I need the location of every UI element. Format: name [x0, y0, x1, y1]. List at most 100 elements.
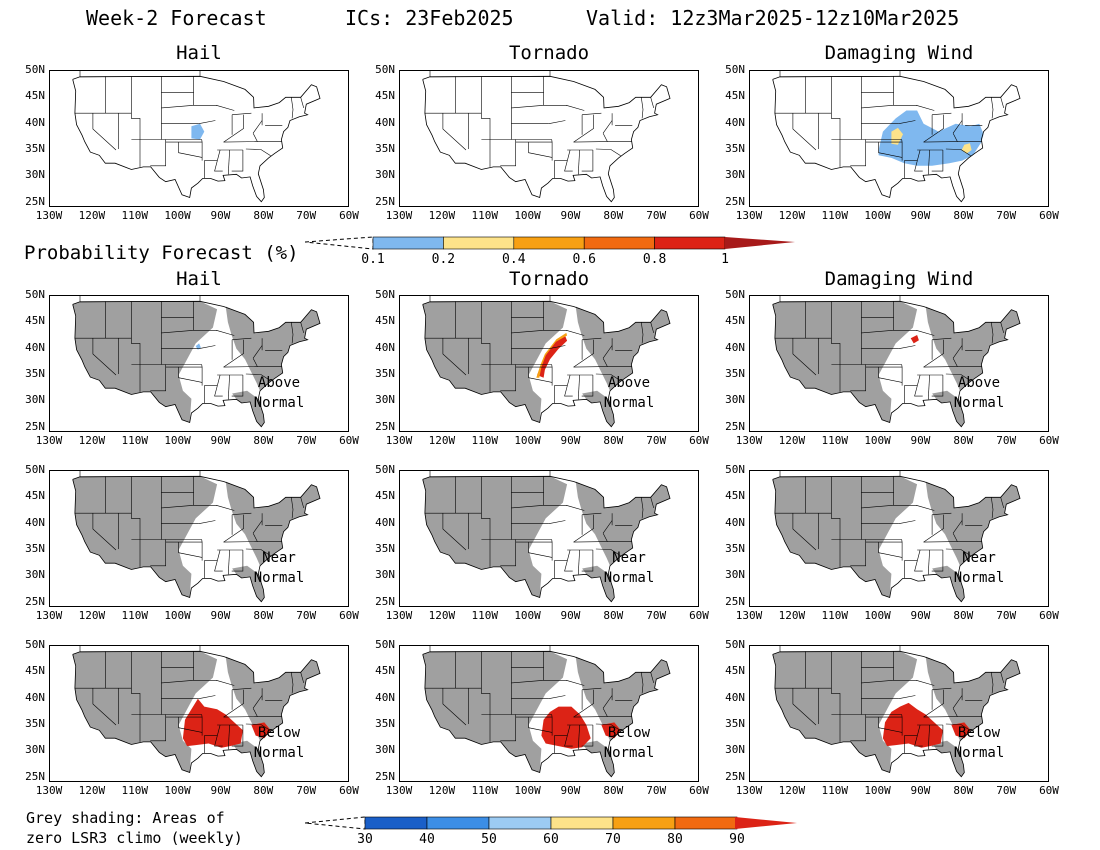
state-boundary	[914, 149, 923, 172]
lat-tick-label: 30N	[375, 568, 395, 582]
column-title-damaging-wind: Damaging Wind	[824, 42, 974, 64]
state-boundary	[178, 142, 203, 158]
lat-tick-label: 30N	[725, 743, 745, 757]
footnote-line1: Grey shading: Areas of	[26, 809, 225, 827]
lat-tick-label: 30N	[25, 568, 45, 582]
lat-tick-label: 25N	[725, 769, 745, 783]
lat-tick-label: 35N	[25, 142, 45, 156]
lon-tick-label: 120W	[78, 209, 106, 222]
lon-tick-label: 120W	[428, 784, 456, 797]
lon-tick-label: 110W	[121, 434, 148, 447]
column-title-tornado-2: Tornado	[508, 268, 590, 290]
state-boundary	[223, 366, 258, 368]
map-near-normal-damaging-wind	[749, 470, 1049, 607]
lat-tick-label: 45N	[375, 489, 395, 503]
state-boundary	[991, 497, 994, 519]
lon-tick-label: 110W	[121, 209, 148, 222]
lon-tick-label: 60W	[1039, 784, 1059, 797]
map-canvas	[772, 296, 1021, 428]
state-boundary	[595, 723, 621, 732]
state-boundary	[231, 150, 244, 172]
map-probability-damaging-wind	[749, 70, 1049, 207]
state-boundary	[581, 150, 594, 172]
lon-tick-label: 70W	[996, 784, 1017, 797]
lon-tick-label: 110W	[821, 784, 848, 797]
lat-tick-label: 50N	[725, 638, 745, 651]
lat-tick-label: 40N	[25, 515, 45, 529]
state-boundary	[573, 703, 594, 718]
lon-tick-label: 70W	[996, 434, 1017, 447]
state-boundary	[442, 513, 467, 551]
state-boundary	[178, 367, 203, 383]
state-boundary	[952, 695, 963, 709]
lat-tick-label: 35N	[725, 142, 745, 156]
map-canvas	[422, 471, 671, 603]
state-boundary	[223, 528, 244, 543]
lon-tick-label: 60W	[689, 609, 709, 622]
conus-landmass	[422, 76, 670, 202]
state-boundary	[923, 528, 944, 543]
state-boundary	[252, 358, 258, 367]
state-boundary	[928, 374, 930, 400]
state-boundary	[928, 549, 930, 575]
grey-shading-area	[232, 740, 265, 777]
state-boundary	[131, 76, 141, 140]
colorbar-segment	[612, 816, 676, 830]
state-boundary	[952, 708, 958, 717]
state-boundary	[252, 695, 263, 709]
state-boundary	[291, 97, 294, 119]
colorbar-segment	[372, 236, 444, 250]
grey-shading-area	[932, 565, 965, 602]
state-boundary	[528, 542, 553, 558]
border-line	[779, 296, 901, 303]
state-boundary	[223, 541, 258, 543]
lon-tick-label: 60W	[339, 209, 359, 222]
state-boundary	[952, 120, 963, 134]
coastline	[72, 650, 321, 778]
state-boundary	[500, 139, 516, 167]
state-boundary	[650, 672, 654, 683]
state-boundary	[945, 373, 971, 382]
border-line	[79, 296, 201, 303]
lon-tick-label: 130W	[35, 784, 63, 797]
grey-shading-area	[582, 390, 615, 427]
coastline	[422, 475, 671, 603]
lat-tick-label: 35N	[375, 542, 395, 556]
state-boundary	[582, 337, 602, 340]
state-boundary	[548, 520, 566, 524]
state-boundary	[595, 148, 621, 157]
lat-tick-label: 50N	[375, 463, 395, 476]
lon-tick-label: 120W	[78, 434, 106, 447]
state-boundary	[198, 695, 216, 699]
state-boundary	[582, 512, 602, 515]
state-boundary	[945, 148, 971, 157]
lat-tick-label: 45N	[375, 664, 395, 678]
state-boundary	[641, 672, 644, 694]
lat-tick-label: 30N	[725, 568, 745, 582]
state-boundary	[528, 142, 553, 158]
state-boundary	[161, 476, 194, 509]
grey-shading-area	[225, 306, 320, 391]
lon-tick-label: 70W	[996, 209, 1017, 222]
state-boundary	[792, 688, 817, 726]
state-boundary	[931, 150, 944, 172]
state-boundary	[792, 513, 817, 551]
state-boundary	[931, 375, 944, 397]
lat-tick-label: 30N	[375, 393, 395, 407]
state-boundary	[214, 374, 223, 397]
state-boundary	[511, 301, 544, 334]
state-boundary	[198, 345, 216, 349]
map-above-normal-damaging-wind	[749, 295, 1049, 432]
lon-tick-label: 100W	[514, 434, 541, 447]
lat-tick-label: 50N	[25, 288, 45, 301]
state-boundary	[923, 703, 944, 718]
lat-tick-label: 45N	[25, 314, 45, 328]
probability-area	[882, 702, 943, 748]
state-boundary	[564, 374, 573, 397]
state-boundary	[223, 141, 258, 143]
lon-tick-label: 120W	[778, 784, 806, 797]
regime-label: Above Normal	[603, 375, 655, 411]
colorbar-segment	[488, 816, 552, 830]
state-boundary	[223, 128, 244, 143]
state-boundary	[161, 76, 194, 109]
